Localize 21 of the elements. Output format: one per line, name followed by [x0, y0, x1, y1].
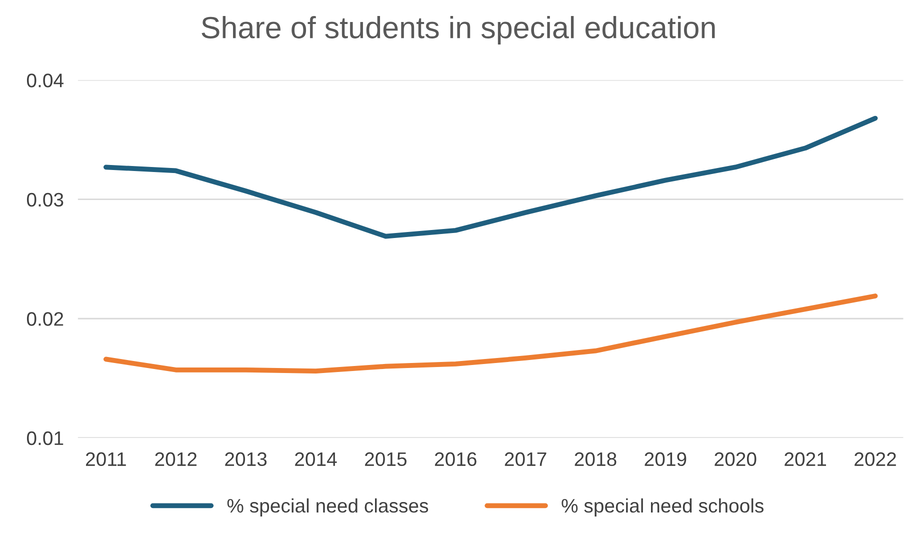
x-tick-label: 2016 [434, 452, 476, 466]
x-tick-label: 2012 [155, 452, 197, 466]
legend-label: % special need classes [227, 498, 428, 516]
y-tick-label: 0.01 [26, 431, 64, 446]
x-tick-label: 2013 [225, 452, 267, 466]
line-series [103, 116, 878, 239]
x-tick-label: 2022 [854, 452, 896, 466]
x-tick-label: 2019 [644, 452, 686, 466]
x-tick-label: 2017 [504, 452, 546, 466]
chart-title: Share of students in special education [202, 16, 715, 45]
y-tick-label: 0.04 [26, 74, 64, 88]
x-tick-label: 2011 [86, 452, 126, 466]
x-tick-label: 2018 [574, 452, 616, 466]
legend-label: % special need schools [562, 498, 764, 516]
line-series [103, 294, 878, 374]
y-tick-label: 0.03 [26, 192, 64, 207]
x-tick-label: 2015 [365, 452, 406, 466]
x-tick-label: 2021 [784, 452, 826, 466]
y-tick-label: 0.02 [26, 312, 64, 326]
x-tick-label: 2014 [295, 452, 337, 466]
x-tick-label: 2020 [714, 452, 756, 466]
